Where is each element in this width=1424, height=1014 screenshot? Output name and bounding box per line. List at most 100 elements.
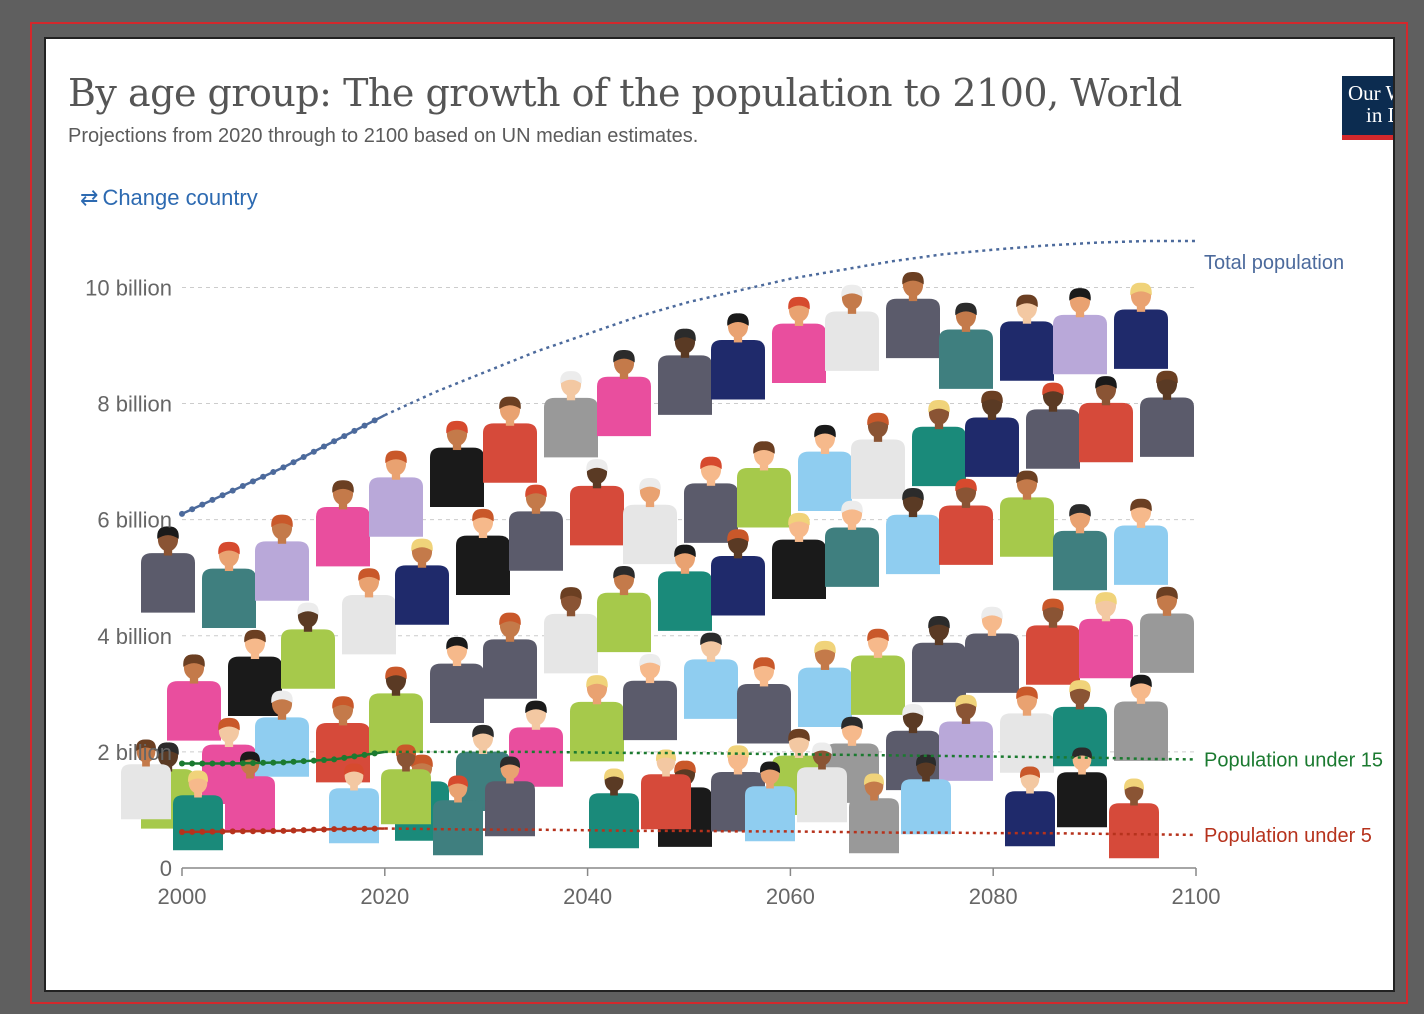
person-figure — [623, 653, 677, 741]
series-point — [371, 750, 378, 757]
person-figure — [939, 302, 993, 389]
owid-logo[interactable]: Our W in Da — [1342, 76, 1393, 140]
person-figure — [395, 538, 449, 625]
series-point — [260, 473, 267, 480]
person-figure — [912, 615, 966, 703]
person-figure — [939, 694, 993, 781]
series-point — [371, 825, 378, 832]
person-figure — [1026, 598, 1080, 685]
person-figure — [316, 480, 370, 567]
y-tick-label: 10 billion — [85, 275, 172, 300]
series-point — [189, 828, 196, 835]
x-tick-label: 2060 — [766, 884, 815, 909]
change-country-label: Change country — [102, 185, 258, 210]
person-figure — [1114, 282, 1168, 369]
person-figure — [281, 602, 335, 689]
series-point — [290, 827, 297, 834]
person-figure — [886, 487, 940, 575]
person-figure — [544, 371, 598, 458]
person-figure — [369, 666, 423, 753]
x-tick-label: 2040 — [563, 884, 612, 909]
series-point — [270, 759, 277, 766]
person-figure — [825, 284, 879, 371]
series-point — [361, 825, 368, 832]
person-figure — [485, 756, 535, 837]
y-tick-label: 0 — [160, 856, 172, 881]
series-point — [270, 469, 277, 476]
logo-line-2: in Da — [1366, 103, 1393, 127]
series-point — [179, 510, 185, 517]
series-labels: Total population Population under 15 Popul… — [1204, 252, 1383, 847]
y-tick-label: 8 billion — [97, 392, 172, 417]
series-point — [229, 828, 236, 835]
series-point — [209, 760, 216, 767]
person-figure — [772, 512, 826, 599]
person-figure — [381, 744, 431, 825]
person-figure — [509, 700, 563, 787]
person-figure — [886, 271, 940, 359]
person-figure — [141, 526, 195, 613]
series-point — [300, 453, 307, 460]
series-point — [290, 758, 297, 765]
series-point — [331, 826, 338, 833]
person-figure — [1140, 586, 1194, 673]
series-point — [320, 826, 327, 833]
y-axis: 0 2 billion 4 billion 6 billion 8 billion 10 … — [85, 275, 172, 881]
person-figure — [711, 313, 765, 400]
series-projection-line — [384, 239, 1196, 417]
person-figure — [509, 484, 563, 571]
series-point — [260, 759, 267, 766]
series-point — [371, 417, 378, 424]
person-figure — [430, 636, 484, 724]
series-point — [219, 492, 226, 499]
series-point — [341, 433, 348, 440]
person-figure — [1053, 680, 1107, 767]
series-label: Total population — [1204, 252, 1344, 274]
person-figure — [570, 459, 624, 546]
person-figure — [745, 761, 795, 842]
person-figure — [965, 606, 1019, 693]
series-point — [199, 501, 206, 508]
series-point — [249, 760, 256, 767]
series-projection-line — [384, 750, 1197, 761]
person-figure — [641, 749, 691, 830]
series-point — [179, 829, 185, 836]
x-tick-label: 2000 — [158, 884, 207, 909]
series-point — [229, 760, 236, 767]
logo-line-1: Our W — [1348, 81, 1393, 105]
chart-subtitle: Projections from 2020 through to 2100 ba… — [68, 125, 699, 147]
series-point — [310, 757, 317, 764]
person-figure — [912, 399, 966, 487]
series-point — [249, 828, 256, 835]
person-figure — [711, 529, 765, 616]
series-label: Population under 15 — [1204, 749, 1383, 771]
series-point — [179, 760, 185, 767]
series-point — [351, 825, 358, 832]
series-point — [300, 758, 307, 765]
chart-card: By age group: The growth of the populati… — [44, 37, 1395, 992]
person-figure — [1079, 376, 1133, 463]
person-figure — [658, 328, 712, 415]
chart-title: By age group: The growth of the populati… — [68, 71, 1182, 115]
person-figure — [121, 739, 171, 820]
change-country-button[interactable]: ⇄ Change country — [80, 185, 258, 211]
person-figure — [173, 770, 223, 851]
y-tick-label: 4 billion — [97, 624, 172, 649]
person-figure — [658, 544, 712, 631]
person-figure — [737, 441, 791, 528]
series-point — [320, 757, 327, 764]
series-point — [189, 506, 196, 513]
series-point — [331, 756, 338, 763]
person-figure — [1053, 288, 1107, 375]
person-figure — [901, 754, 951, 835]
person-figure — [851, 412, 905, 499]
person-figure — [544, 587, 598, 674]
person-figure — [798, 424, 852, 511]
person-figure — [483, 612, 537, 699]
swap-arrows-icon: ⇄ — [80, 185, 99, 210]
person-figure — [1053, 504, 1107, 591]
person-figure — [798, 640, 852, 727]
person-figure — [1079, 592, 1133, 679]
person-figure — [228, 629, 282, 717]
series-lines — [179, 239, 1197, 837]
